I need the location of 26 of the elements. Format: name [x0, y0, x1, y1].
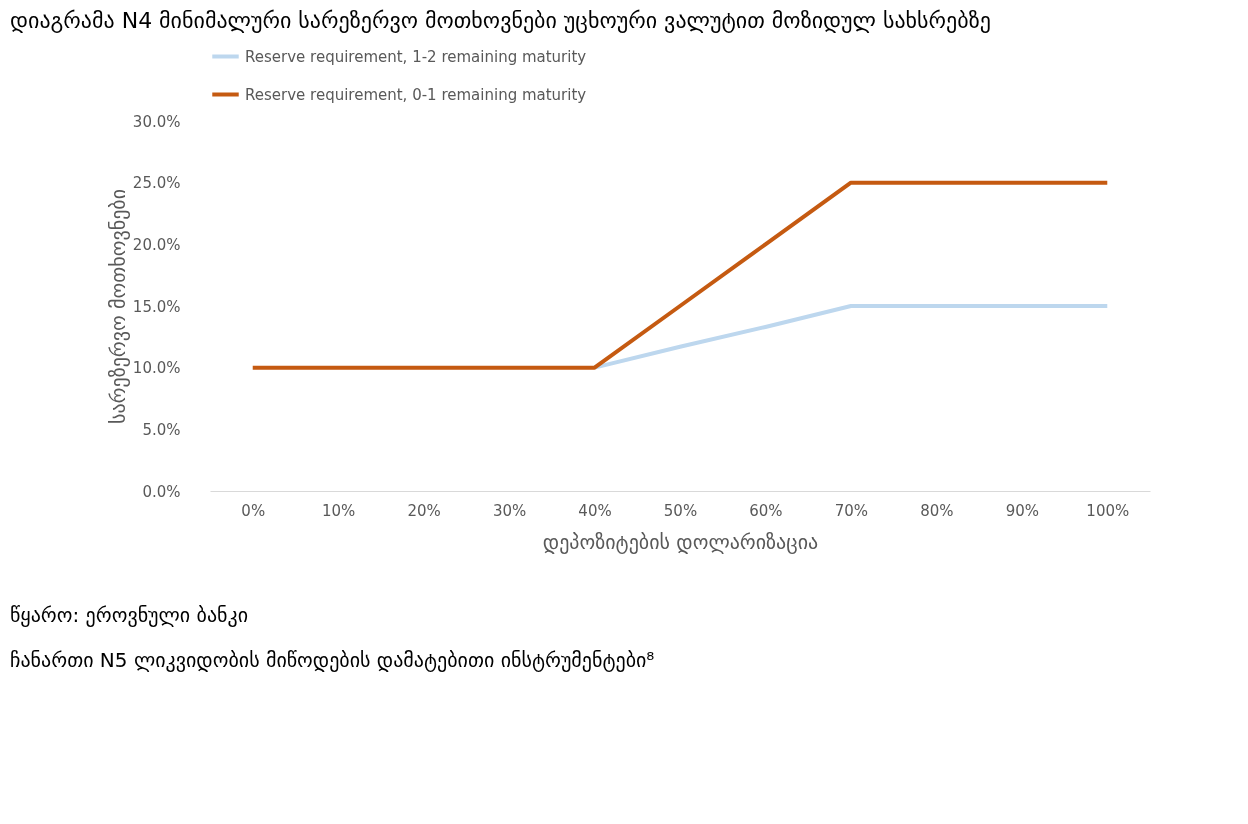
y-tick-label: 30.0% [132, 112, 181, 131]
y-tick-label: 15.0% [132, 297, 181, 316]
x-tick-label: 40% [578, 501, 612, 520]
x-tick-label: 20% [407, 501, 441, 520]
legend-label: Reserve requirement, 0-1 remaining maturity [245, 85, 587, 104]
y-tick-label: 0.0% [142, 482, 181, 501]
x-tick-label: 100% [1086, 501, 1130, 520]
legend-label: Reserve requirement, 1-2 remaining maturity [245, 47, 587, 66]
y-tick-label: 20.0% [132, 235, 181, 254]
x-tick-label: 70% [834, 501, 869, 520]
x-tick-label: 10% [322, 501, 356, 520]
line-series [250, 180, 1110, 370]
x-tick-label: 60% [749, 501, 783, 520]
x-tick-label: 0% [241, 501, 266, 520]
x-tick-label: 30% [492, 501, 527, 520]
y-tick-label: 10.0% [132, 359, 181, 378]
x-tick-label: 80% [920, 501, 954, 520]
x-tick-label: 50% [663, 501, 698, 520]
text: ჩანართი N5 ლიკვიდობის მიწოდების დამატებითი ინსტრუმენტები⁸ [10, 648, 655, 672]
y-tick-label: 25.0% [132, 174, 181, 193]
y-tick-label: 5.0% [142, 420, 181, 439]
y-axis-title: სარეზერვო მოთხოვნები [105, 188, 130, 425]
chart-title: დიაგრამა N4 მინიმალური სარეზერვო მოთხოვნები უცხოური ვალუტით მოზიდულ სახსრებზე [10, 8, 991, 33]
text: წყარო: ეროვნული ბანკი [10, 603, 249, 627]
x-axis-title: დეპოზიტების დოლარიზაცია [542, 529, 819, 554]
x-tick-label: 90% [1005, 501, 1039, 520]
